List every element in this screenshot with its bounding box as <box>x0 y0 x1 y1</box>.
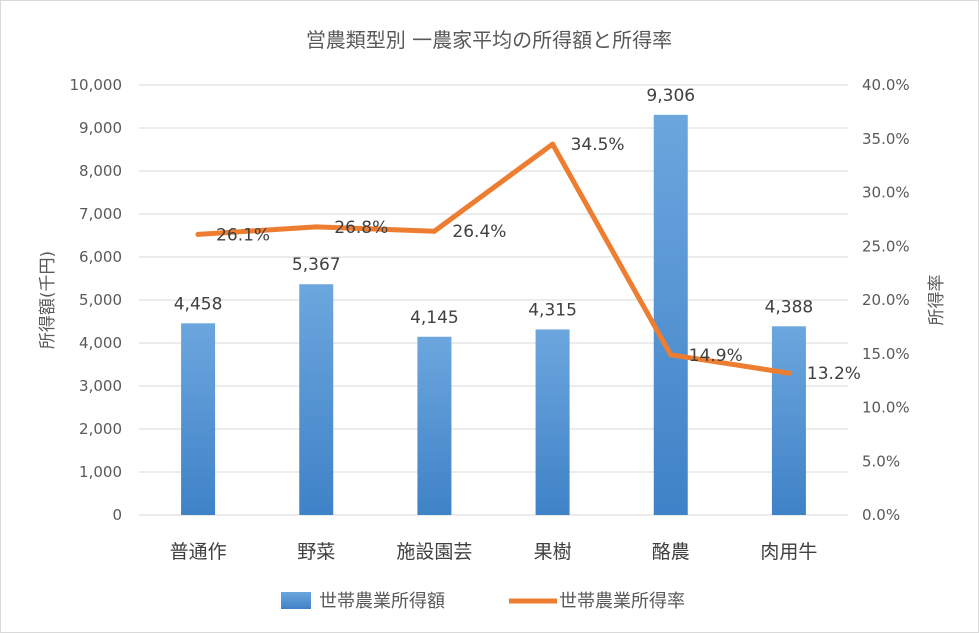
left-tick-label: 9,000 <box>79 119 122 137</box>
left-tick-label: 4,000 <box>79 334 122 352</box>
left-tick-label: 8,000 <box>79 162 122 180</box>
legend-label-line: 世帯農業所得率 <box>559 591 685 612</box>
left-axis-title: 所得額(千円) <box>38 251 58 349</box>
bar-value-label: 4,145 <box>410 308 459 328</box>
line-point <box>431 228 437 234</box>
left-tick-label: 6,000 <box>79 248 122 266</box>
category-label: 果樹 <box>534 541 572 563</box>
line-value-label: 26.4% <box>452 222 506 242</box>
right-axis-ticks: 0.0% 5.0% 10.0% 15.0% 20.0% 25.0% 30.0% 35.0% 40… <box>862 76 910 524</box>
bar-series <box>181 114 806 515</box>
right-tick-label: 5.0% <box>862 452 900 470</box>
right-axis-title: 所得率 <box>927 275 947 326</box>
bar <box>299 284 334 515</box>
bar <box>653 114 688 515</box>
line-point <box>668 352 674 358</box>
bar-value-label: 5,367 <box>292 255 341 275</box>
line-value-label: 13.2% <box>807 364 861 384</box>
bar <box>417 336 452 515</box>
right-tick-label: 30.0% <box>862 184 910 202</box>
left-tick-label: 2,000 <box>79 420 122 438</box>
line-value-label: 34.5% <box>571 135 625 155</box>
right-tick-label: 40.0% <box>862 76 910 94</box>
line-point <box>786 370 792 376</box>
bar-value-label: 4,458 <box>174 294 223 314</box>
bar <box>535 329 570 515</box>
bar <box>181 323 216 515</box>
legend-swatch-bar <box>281 592 311 609</box>
left-tick-label: 7,000 <box>79 205 122 223</box>
bar-data-labels: 4,458 5,367 4,145 4,315 9,306 4,388 <box>174 86 814 328</box>
right-tick-label: 10.0% <box>862 399 910 417</box>
bar <box>771 326 806 515</box>
right-tick-label: 15.0% <box>862 345 910 363</box>
category-label: 野菜 <box>297 541 335 563</box>
line-point <box>195 231 201 237</box>
bar-value-label: 9,306 <box>646 86 695 106</box>
left-tick-label: 5,000 <box>79 291 122 309</box>
right-tick-label: 20.0% <box>862 291 910 309</box>
line-data-labels: 26.1% 26.8% 26.4% 34.5% 14.9% 13.2% <box>216 135 861 384</box>
category-axis: 普通作 野菜 施設園芸 果樹 酪農 肉用牛 <box>170 541 818 563</box>
line-value-label: 14.9% <box>689 346 743 366</box>
line-series <box>195 141 792 376</box>
legend-label-bar: 世帯農業所得額 <box>319 591 445 612</box>
right-tick-label: 25.0% <box>862 237 910 255</box>
legend: 世帯農業所得額 世帯農業所得率 <box>281 591 685 612</box>
right-tick-label: 0.0% <box>862 506 900 524</box>
left-tick-label: 0 <box>112 506 122 524</box>
line-value-label: 26.8% <box>334 218 388 238</box>
line-point <box>550 141 556 147</box>
rate-line <box>195 141 792 376</box>
bar-value-label: 4,388 <box>765 297 814 317</box>
left-axis-ticks: 0 1,000 2,000 3,000 4,000 5,000 6,000 7,000 8,00… <box>70 76 123 524</box>
left-tick-label: 3,000 <box>79 377 122 395</box>
left-tick-label: 1,000 <box>79 463 122 481</box>
gridlines <box>139 84 848 516</box>
category-label: 肉用牛 <box>760 541 817 563</box>
left-tick-label: 10,000 <box>70 76 123 94</box>
right-tick-label: 35.0% <box>862 130 910 148</box>
category-label: 施設園芸 <box>396 541 472 563</box>
line-point <box>313 224 319 230</box>
chart-title: 営農類型別 一農家平均の所得額と所得率 <box>306 28 672 52</box>
line-value-label: 26.1% <box>216 225 270 245</box>
bar-value-label: 4,315 <box>528 300 577 320</box>
category-label: 普通作 <box>170 541 227 563</box>
category-label: 酪農 <box>652 541 690 563</box>
